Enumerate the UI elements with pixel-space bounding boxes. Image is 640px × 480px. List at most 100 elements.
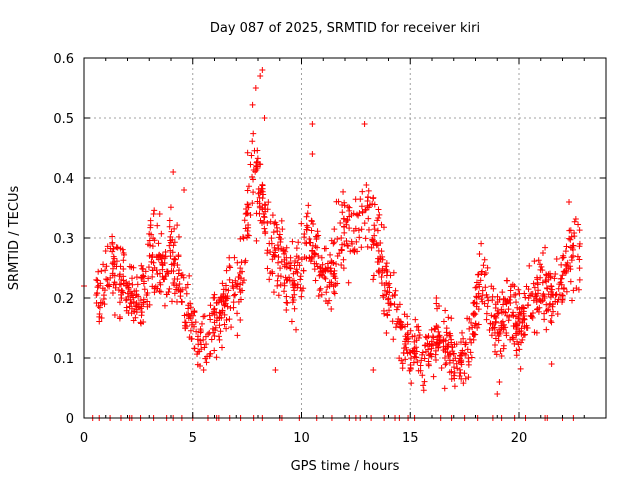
data-point bbox=[333, 261, 340, 268]
data-point bbox=[375, 206, 382, 213]
data-point bbox=[396, 355, 403, 362]
data-point bbox=[294, 281, 301, 288]
data-point bbox=[422, 333, 429, 340]
data-point bbox=[396, 301, 403, 308]
data-point bbox=[358, 244, 365, 251]
data-point bbox=[248, 152, 255, 159]
data-point bbox=[489, 297, 496, 304]
data-point bbox=[291, 262, 298, 269]
data-point bbox=[558, 275, 565, 282]
data-point bbox=[229, 279, 236, 286]
data-point bbox=[549, 301, 556, 308]
y-tick-label: 0 bbox=[66, 412, 74, 427]
data-point bbox=[289, 277, 296, 284]
data-point bbox=[413, 354, 420, 361]
data-point bbox=[111, 279, 118, 286]
data-point bbox=[323, 289, 330, 296]
data-point bbox=[151, 207, 158, 214]
data-point bbox=[249, 200, 256, 207]
data-point bbox=[435, 344, 442, 351]
data-point bbox=[381, 267, 388, 274]
data-point bbox=[539, 279, 546, 286]
data-point bbox=[563, 288, 570, 295]
data-point bbox=[384, 312, 391, 319]
x-tick-label: 20 bbox=[511, 431, 528, 446]
data-point bbox=[149, 267, 156, 274]
data-point bbox=[290, 297, 297, 304]
data-point bbox=[314, 244, 321, 251]
data-point bbox=[567, 236, 574, 243]
data-point bbox=[371, 232, 378, 239]
data-point bbox=[512, 320, 519, 327]
data-point bbox=[302, 239, 309, 246]
data-point bbox=[350, 227, 357, 234]
data-point bbox=[337, 219, 344, 226]
data-point bbox=[306, 254, 313, 261]
data-point bbox=[254, 198, 261, 205]
data-point bbox=[442, 345, 449, 352]
data-point bbox=[483, 316, 490, 323]
data-point bbox=[343, 238, 350, 245]
data-point bbox=[432, 325, 439, 332]
data-point bbox=[128, 310, 135, 317]
data-point bbox=[162, 273, 169, 280]
data-point bbox=[291, 291, 298, 298]
data-point bbox=[321, 245, 328, 252]
data-point bbox=[223, 317, 230, 324]
data-point bbox=[562, 261, 569, 268]
data-point bbox=[171, 239, 178, 246]
data-point bbox=[445, 341, 452, 348]
data-point bbox=[423, 348, 430, 355]
data-point bbox=[171, 225, 178, 232]
data-point bbox=[466, 325, 473, 332]
data-point bbox=[465, 361, 472, 368]
data-point bbox=[125, 285, 132, 292]
data-point bbox=[279, 226, 286, 233]
data-point bbox=[245, 224, 252, 231]
data-point bbox=[455, 358, 462, 365]
data-point bbox=[264, 265, 271, 272]
data-point bbox=[373, 240, 380, 247]
data-point bbox=[548, 282, 555, 289]
data-point bbox=[173, 298, 180, 305]
data-point bbox=[326, 279, 333, 286]
data-point bbox=[350, 247, 357, 254]
data-point bbox=[494, 391, 501, 397]
tick-labels: 0 0.1 0.2 0.3 0.4 0.5 0.6 0 5 10 15 20 bbox=[53, 52, 527, 446]
data-point bbox=[201, 313, 208, 320]
data-point bbox=[451, 364, 458, 371]
data-point bbox=[390, 336, 397, 343]
data-point bbox=[531, 329, 538, 336]
data-point bbox=[274, 282, 281, 289]
data-point bbox=[149, 243, 156, 250]
data-point bbox=[381, 282, 388, 289]
data-point bbox=[571, 218, 578, 225]
data-point bbox=[389, 293, 396, 300]
data-point bbox=[156, 210, 163, 217]
data-point bbox=[443, 325, 450, 332]
data-point bbox=[567, 278, 574, 285]
data-point bbox=[547, 317, 554, 324]
data-point bbox=[317, 285, 324, 292]
data-point bbox=[237, 317, 244, 324]
data-point bbox=[397, 318, 404, 325]
data-point bbox=[501, 321, 508, 328]
data-point bbox=[464, 346, 471, 353]
data-point bbox=[283, 254, 290, 261]
data-point bbox=[240, 277, 247, 284]
data-point bbox=[254, 155, 261, 162]
data-point bbox=[390, 269, 397, 276]
data-point bbox=[207, 302, 214, 309]
data-point bbox=[370, 194, 377, 201]
data-point bbox=[386, 289, 393, 296]
data-point bbox=[209, 325, 216, 332]
data-point bbox=[207, 350, 214, 357]
data-point bbox=[165, 270, 172, 277]
data-point bbox=[438, 365, 445, 372]
data-point bbox=[413, 344, 420, 351]
data-point bbox=[376, 211, 383, 218]
data-point bbox=[191, 309, 198, 316]
data-point bbox=[420, 387, 427, 394]
data-point bbox=[186, 272, 193, 279]
data-point bbox=[421, 378, 428, 385]
